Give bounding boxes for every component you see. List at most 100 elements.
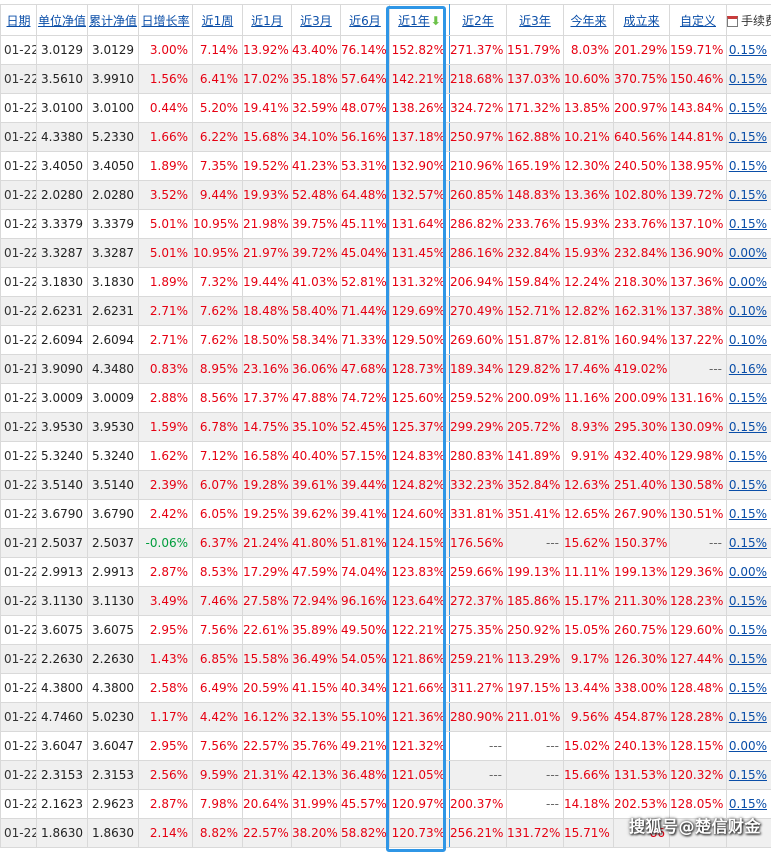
cell-fee[interactable]: 0.00% bbox=[726, 731, 771, 761]
col-3y[interactable]: 近3年 bbox=[506, 4, 564, 36]
fee-link[interactable]: 0.10% bbox=[728, 304, 767, 318]
fee-link[interactable]: 0.15% bbox=[728, 72, 767, 86]
sort-unit-nav-link[interactable]: 单位净值 bbox=[37, 13, 86, 28]
fee-link[interactable]: 0.15% bbox=[728, 420, 767, 434]
col-2y[interactable]: 近2年 bbox=[449, 4, 507, 36]
cell-fee[interactable]: 0.15% bbox=[726, 122, 771, 152]
cell-fee[interactable]: 0.00% bbox=[726, 267, 771, 297]
fee-link[interactable]: 0.15% bbox=[728, 478, 767, 492]
cell-fee[interactable]: 0.10% bbox=[726, 325, 771, 355]
cell-fee[interactable]: 0.15% bbox=[726, 383, 771, 413]
fee-link[interactable]: 0.15% bbox=[728, 449, 767, 463]
fee-link[interactable]: 0.15% bbox=[728, 681, 767, 695]
sort-2y-link[interactable]: 近2年 bbox=[462, 13, 494, 28]
col-1m[interactable]: 近1月 bbox=[242, 4, 292, 36]
cell-1m: 21.31% bbox=[242, 760, 292, 790]
cell-fee[interactable]: 0.15% bbox=[726, 615, 771, 645]
fee-link[interactable]: 0.15% bbox=[728, 797, 767, 811]
cell-fee[interactable]: 0.15% bbox=[726, 93, 771, 123]
sort-custom-link[interactable]: 自定义 bbox=[679, 13, 716, 28]
col-unit-nav[interactable]: 单位净值 bbox=[36, 4, 88, 36]
cell-fee[interactable] bbox=[726, 818, 771, 848]
cell-fee[interactable]: 0.15% bbox=[726, 151, 771, 181]
cell-fee[interactable]: 0.15% bbox=[726, 702, 771, 732]
fee-link[interactable]: 0.15% bbox=[728, 594, 767, 608]
col-since[interactable]: 成立来 bbox=[613, 4, 670, 36]
col-6m[interactable]: 近6月 bbox=[340, 4, 390, 36]
cell-fee[interactable]: 0.10% bbox=[726, 296, 771, 326]
cell-fee[interactable]: 0.15% bbox=[726, 586, 771, 616]
fee-link[interactable]: 0.00% bbox=[728, 565, 767, 579]
col-date[interactable]: 日期 bbox=[0, 4, 37, 36]
cell-fee[interactable]: 0.15% bbox=[726, 528, 771, 558]
fee-link[interactable]: 0.00% bbox=[728, 739, 767, 753]
cell-fee[interactable]: 0.15% bbox=[726, 789, 771, 819]
sort-ytd-link[interactable]: 今年来 bbox=[570, 13, 607, 28]
fee-link[interactable]: 0.15% bbox=[728, 507, 767, 521]
cell-3y: 131.72% bbox=[506, 818, 564, 848]
cell-fee[interactable]: 0.15% bbox=[726, 441, 771, 471]
fee-link[interactable]: 0.10% bbox=[728, 333, 767, 347]
sort-3m-link[interactable]: 近3月 bbox=[300, 13, 332, 28]
sort-1m-link[interactable]: 近1月 bbox=[251, 13, 283, 28]
col-ytd[interactable]: 今年来 bbox=[563, 4, 614, 36]
sort-1y-link[interactable]: 近1年 bbox=[398, 13, 430, 28]
cell-ytd: 15.02% bbox=[563, 731, 614, 761]
fee-link[interactable]: 0.00% bbox=[728, 275, 767, 289]
cell-date: 01-22 bbox=[0, 441, 37, 471]
sort-1w-link[interactable]: 近1周 bbox=[201, 13, 234, 28]
cell-fee[interactable]: 0.15% bbox=[726, 412, 771, 442]
cell-2y: 259.21% bbox=[449, 644, 507, 674]
cell-fee[interactable]: 0.15% bbox=[726, 35, 771, 65]
fee-link[interactable]: 0.15% bbox=[728, 652, 767, 666]
cell-3m: 42.13% bbox=[291, 760, 341, 790]
sort-6m-link[interactable]: 近6月 bbox=[349, 13, 381, 28]
cell-date: 01-22 bbox=[0, 470, 37, 500]
cell-fee[interactable]: 0.15% bbox=[726, 673, 771, 703]
fee-link[interactable]: 0.15% bbox=[728, 43, 767, 57]
fee-link[interactable]: 0.15% bbox=[728, 710, 767, 724]
cell-ytd: 10.60% bbox=[563, 64, 614, 94]
sort-3y-link[interactable]: 近3年 bbox=[519, 13, 551, 28]
col-3m[interactable]: 近3月 bbox=[291, 4, 341, 36]
fee-link[interactable]: 0.15% bbox=[728, 159, 767, 173]
cell-3m: 38.20% bbox=[291, 818, 341, 848]
cell-fee[interactable]: 0.15% bbox=[726, 470, 771, 500]
fee-link[interactable]: 0.16% bbox=[728, 362, 767, 376]
cell-fee[interactable]: 0.15% bbox=[726, 644, 771, 674]
col-1w[interactable]: 近1周 bbox=[192, 4, 243, 36]
fee-link[interactable]: 0.15% bbox=[728, 101, 767, 115]
col-1y[interactable]: 近1年⬇ bbox=[389, 4, 450, 36]
calendar-icon[interactable] bbox=[727, 15, 738, 27]
cell-3y: 351.41% bbox=[506, 499, 564, 529]
cell-2y: 176.56% bbox=[449, 528, 507, 558]
sort-since-link[interactable]: 成立来 bbox=[623, 13, 660, 28]
sort-date-link[interactable]: 日期 bbox=[6, 13, 31, 28]
cell-acc-nav: 5.2330 bbox=[87, 122, 139, 152]
sort-acc-nav-link[interactable]: 累计净值 bbox=[88, 13, 137, 28]
cell-unit-nav: 4.3380 bbox=[36, 122, 88, 152]
cell-fee[interactable]: 0.15% bbox=[726, 64, 771, 94]
cell-fee[interactable]: 0.15% bbox=[726, 499, 771, 529]
sort-daily-link[interactable]: 日增长率 bbox=[141, 13, 190, 28]
fee-link[interactable]: 0.15% bbox=[728, 536, 767, 550]
fee-link[interactable]: 0.15% bbox=[728, 623, 767, 637]
fee-link[interactable]: 0.00% bbox=[728, 246, 767, 260]
cell-ytd: 12.65% bbox=[563, 499, 614, 529]
cell-fee[interactable]: 0.00% bbox=[726, 557, 771, 587]
fee-link[interactable]: 0.15% bbox=[728, 188, 767, 202]
fee-link[interactable]: 0.15% bbox=[728, 130, 767, 144]
cell-1y: 124.60% bbox=[389, 499, 450, 529]
col-custom[interactable]: 自定义 bbox=[669, 4, 727, 36]
fee-link[interactable]: 0.15% bbox=[728, 391, 767, 405]
cell-fee[interactable]: 0.15% bbox=[726, 180, 771, 210]
fee-link[interactable]: 0.15% bbox=[728, 768, 767, 782]
table-row: 01-22 3.3287 3.3287 5.01% 10.95% 21.97% 39.72%… bbox=[0, 238, 771, 268]
fee-link[interactable]: 0.15% bbox=[728, 217, 767, 231]
col-acc-nav[interactable]: 累计净值 bbox=[87, 4, 139, 36]
cell-fee[interactable]: 0.15% bbox=[726, 209, 771, 239]
cell-fee[interactable]: 0.15% bbox=[726, 760, 771, 790]
col-daily[interactable]: 日增长率 bbox=[138, 4, 193, 36]
cell-fee[interactable]: 0.00% bbox=[726, 238, 771, 268]
cell-fee[interactable]: 0.16% bbox=[726, 354, 771, 384]
